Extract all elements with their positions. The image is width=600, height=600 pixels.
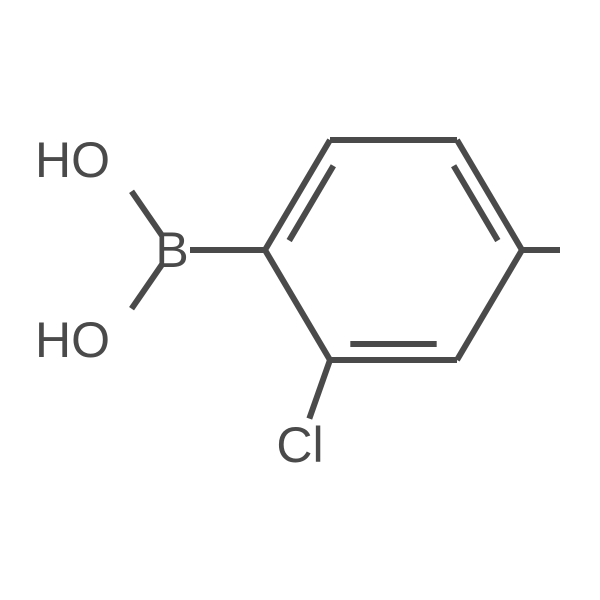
atom-label-o2: HO (35, 312, 110, 368)
atom-label-b: B (155, 222, 188, 278)
molecule-diagram: B HO HO Cl (0, 0, 600, 600)
atom-label-cl: Cl (276, 417, 323, 473)
atom-label-o1: HO (35, 132, 110, 188)
